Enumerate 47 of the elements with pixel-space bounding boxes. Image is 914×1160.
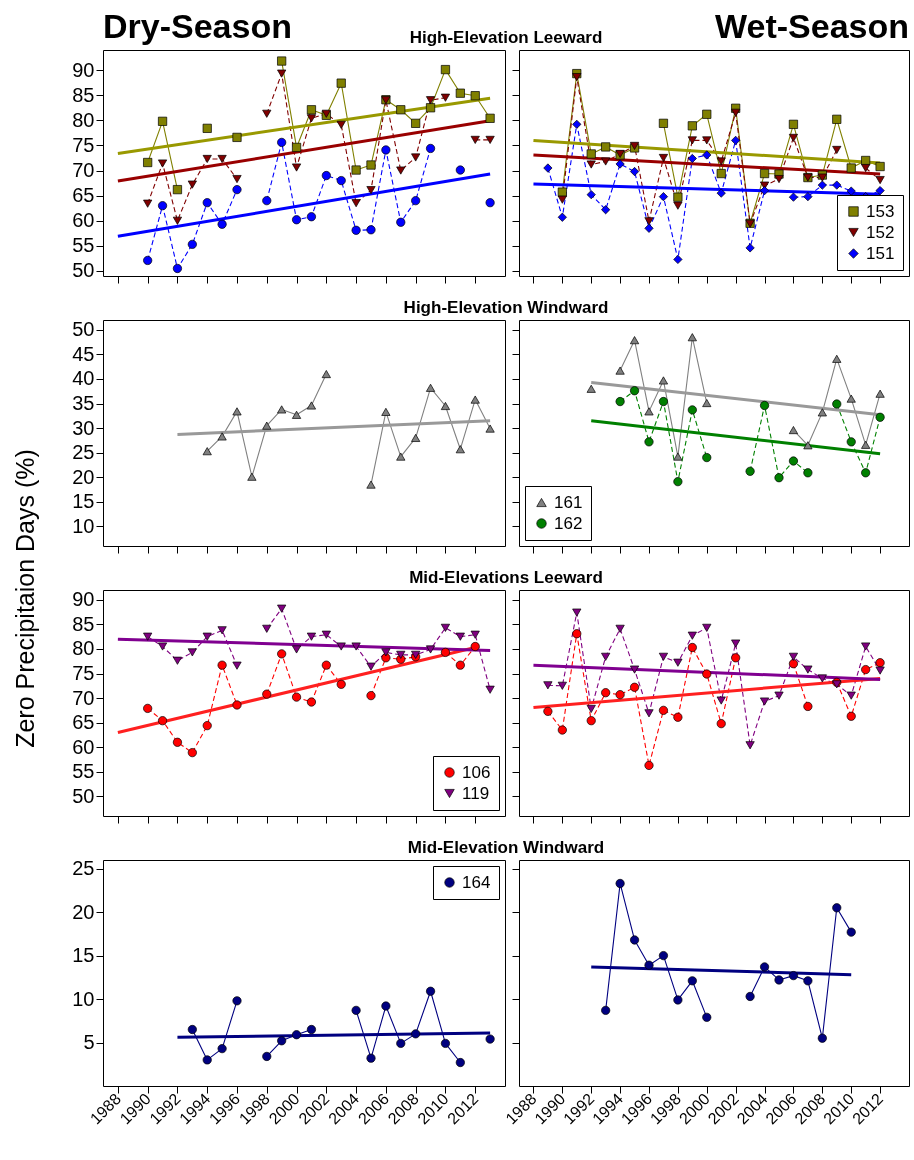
y-tick-label: 80 <box>72 637 95 660</box>
legend-label: 151 <box>866 243 895 263</box>
chart-title: Mid-Elevations Leeward <box>409 568 603 587</box>
legend-label: 161 <box>554 492 583 512</box>
y-tick-label: 20 <box>72 465 95 488</box>
y-tick-label: 30 <box>72 416 95 439</box>
y-tick-label: 10 <box>72 514 95 537</box>
y-tick-label: 5 <box>83 1031 95 1054</box>
y-tick-label: 35 <box>72 392 95 415</box>
y-tick-label: 50 <box>72 784 95 807</box>
legend-label: 106 <box>462 762 491 782</box>
legend-label: 162 <box>554 513 583 533</box>
y-tick-label: 50 <box>72 259 95 282</box>
y-tick-label: 10 <box>72 987 95 1010</box>
y-tick-label: 15 <box>72 944 95 967</box>
y-tick-label: 60 <box>72 209 95 232</box>
y-tick-label: 70 <box>72 159 95 182</box>
y-axis-title: Zero Precipitaion Days (%) <box>10 449 39 748</box>
y-tick-label: 85 <box>72 83 95 106</box>
y-tick-label: 50 <box>72 318 95 341</box>
legend-label: 153 <box>866 201 895 221</box>
y-tick-label: 20 <box>72 900 95 923</box>
y-tick-label: 45 <box>72 342 95 365</box>
text: Wet-Season <box>715 7 909 45</box>
y-tick-label: 90 <box>72 588 95 611</box>
y-tick-label: 60 <box>72 735 95 758</box>
chart-title: High-Elevation Leeward <box>409 28 603 47</box>
y-tick-label: 90 <box>72 58 95 81</box>
y-tick-label: 55 <box>72 760 95 783</box>
y-tick-label: 65 <box>72 711 95 734</box>
legend-label: 152 <box>866 222 895 242</box>
y-tick-label: 55 <box>72 234 95 257</box>
y-tick-label: 15 <box>72 490 95 513</box>
y-tick-label: 25 <box>72 441 95 464</box>
y-tick-label: 70 <box>72 686 95 709</box>
y-tick-label: 75 <box>72 662 95 685</box>
y-tick-label: 75 <box>72 133 95 156</box>
y-tick-label: 40 <box>72 367 95 390</box>
chart-title: Mid-Elevation Windward <box>407 838 605 857</box>
y-tick-label: 25 <box>72 857 95 880</box>
y-tick-label: 85 <box>72 612 95 635</box>
legend-label: 119 <box>462 783 490 803</box>
y-tick-label: 65 <box>72 184 95 207</box>
y-tick-label: 80 <box>72 108 95 131</box>
text: Dry-Season <box>103 7 292 45</box>
legend-label: 164 <box>462 872 491 892</box>
chart-title: High-Elevation Windward <box>403 298 609 317</box>
